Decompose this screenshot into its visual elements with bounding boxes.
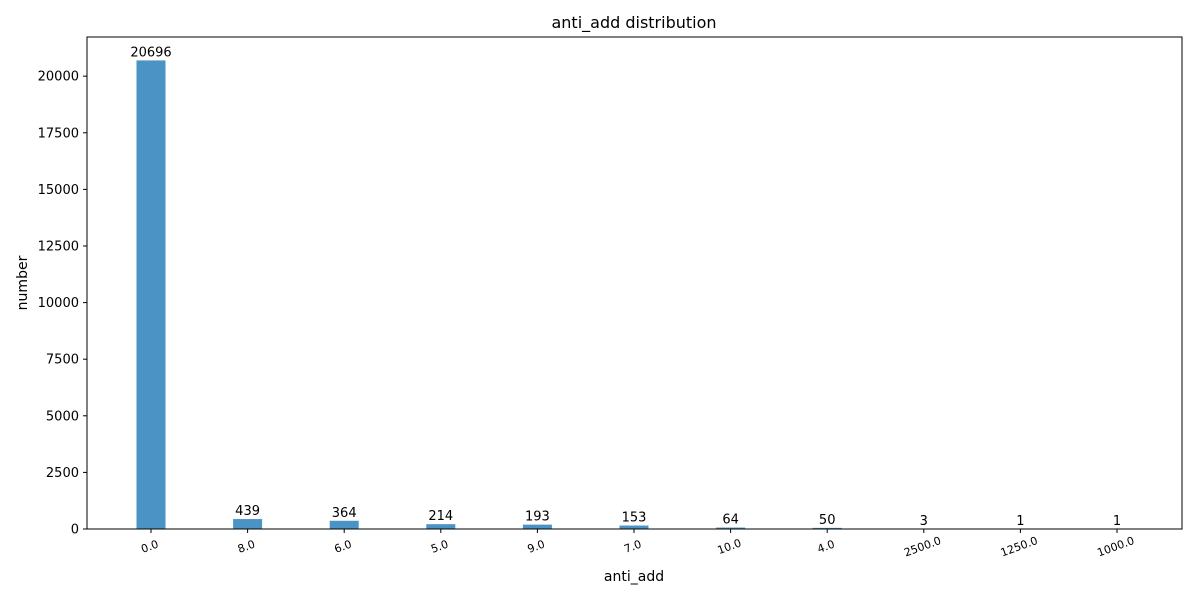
bar-9.0: [523, 525, 552, 529]
y-tick-label: 7500: [46, 353, 79, 368]
bar-5.0: [426, 524, 455, 529]
x-tick-label: 0.0: [139, 538, 160, 556]
data-label-5.0: 214: [428, 509, 453, 524]
data-label-7.0: 153: [622, 511, 647, 526]
y-tick-label: 5000: [46, 409, 79, 424]
bar-8.0: [233, 519, 262, 529]
y-tick-label: 15000: [38, 183, 79, 198]
data-label-10.0: 64: [722, 513, 739, 528]
y-tick-label: 20000: [38, 70, 79, 85]
data-label-1250.0: 1: [1016, 514, 1024, 529]
data-label-0.0: 20696: [130, 45, 171, 60]
chart-title: anti_add distribution: [551, 13, 716, 33]
x-tick-label: 8.0: [236, 538, 257, 556]
x-tick-label: 5.0: [429, 538, 450, 556]
bars-layer: [137, 60, 1132, 529]
x-tick-label: 2500.0: [902, 534, 943, 559]
data-label-8.0: 439: [235, 504, 260, 519]
x-tick-label: 9.0: [526, 538, 547, 556]
y-axis: 0 2500 5000 7500 10000 12500 15000 17500 20000: [38, 70, 87, 538]
x-tick-label: 1250.0: [999, 534, 1040, 559]
y-tick-label: 17500: [38, 126, 79, 141]
y-axis-label: number: [15, 255, 31, 310]
y-tick-label: 2500: [46, 466, 79, 481]
y-tick-label: 12500: [38, 239, 79, 254]
bar-0.0: [137, 60, 166, 529]
x-tick-label: 4.0: [816, 538, 837, 556]
data-label-6.0: 364: [332, 506, 357, 521]
data-labels-layer: 20696 439 364 214 193 153 64 50 3 1 1: [130, 45, 1121, 529]
y-tick-label: 10000: [38, 296, 79, 311]
x-tick-label: 7.0: [622, 538, 643, 556]
data-label-9.0: 193: [525, 510, 550, 525]
y-tick-label: 0: [71, 523, 79, 538]
data-label-1000.0: 1: [1113, 514, 1121, 529]
bar-7.0: [620, 526, 649, 529]
x-tick-label: 6.0: [333, 538, 354, 556]
data-label-2500.0: 3: [920, 514, 928, 529]
bar-6.0: [330, 521, 359, 529]
plot-frame: [87, 37, 1182, 529]
data-label-4.0: 50: [819, 513, 836, 528]
x-tick-label: 1000.0: [1095, 534, 1136, 559]
x-axis: 0.0 8.0 6.0 5.0 9.0 7.0 10.0 4.0 2500.0 1250.0 100…: [139, 529, 1136, 559]
x-tick-label: 10.0: [716, 536, 743, 557]
x-axis-label: anti_add: [604, 569, 664, 585]
